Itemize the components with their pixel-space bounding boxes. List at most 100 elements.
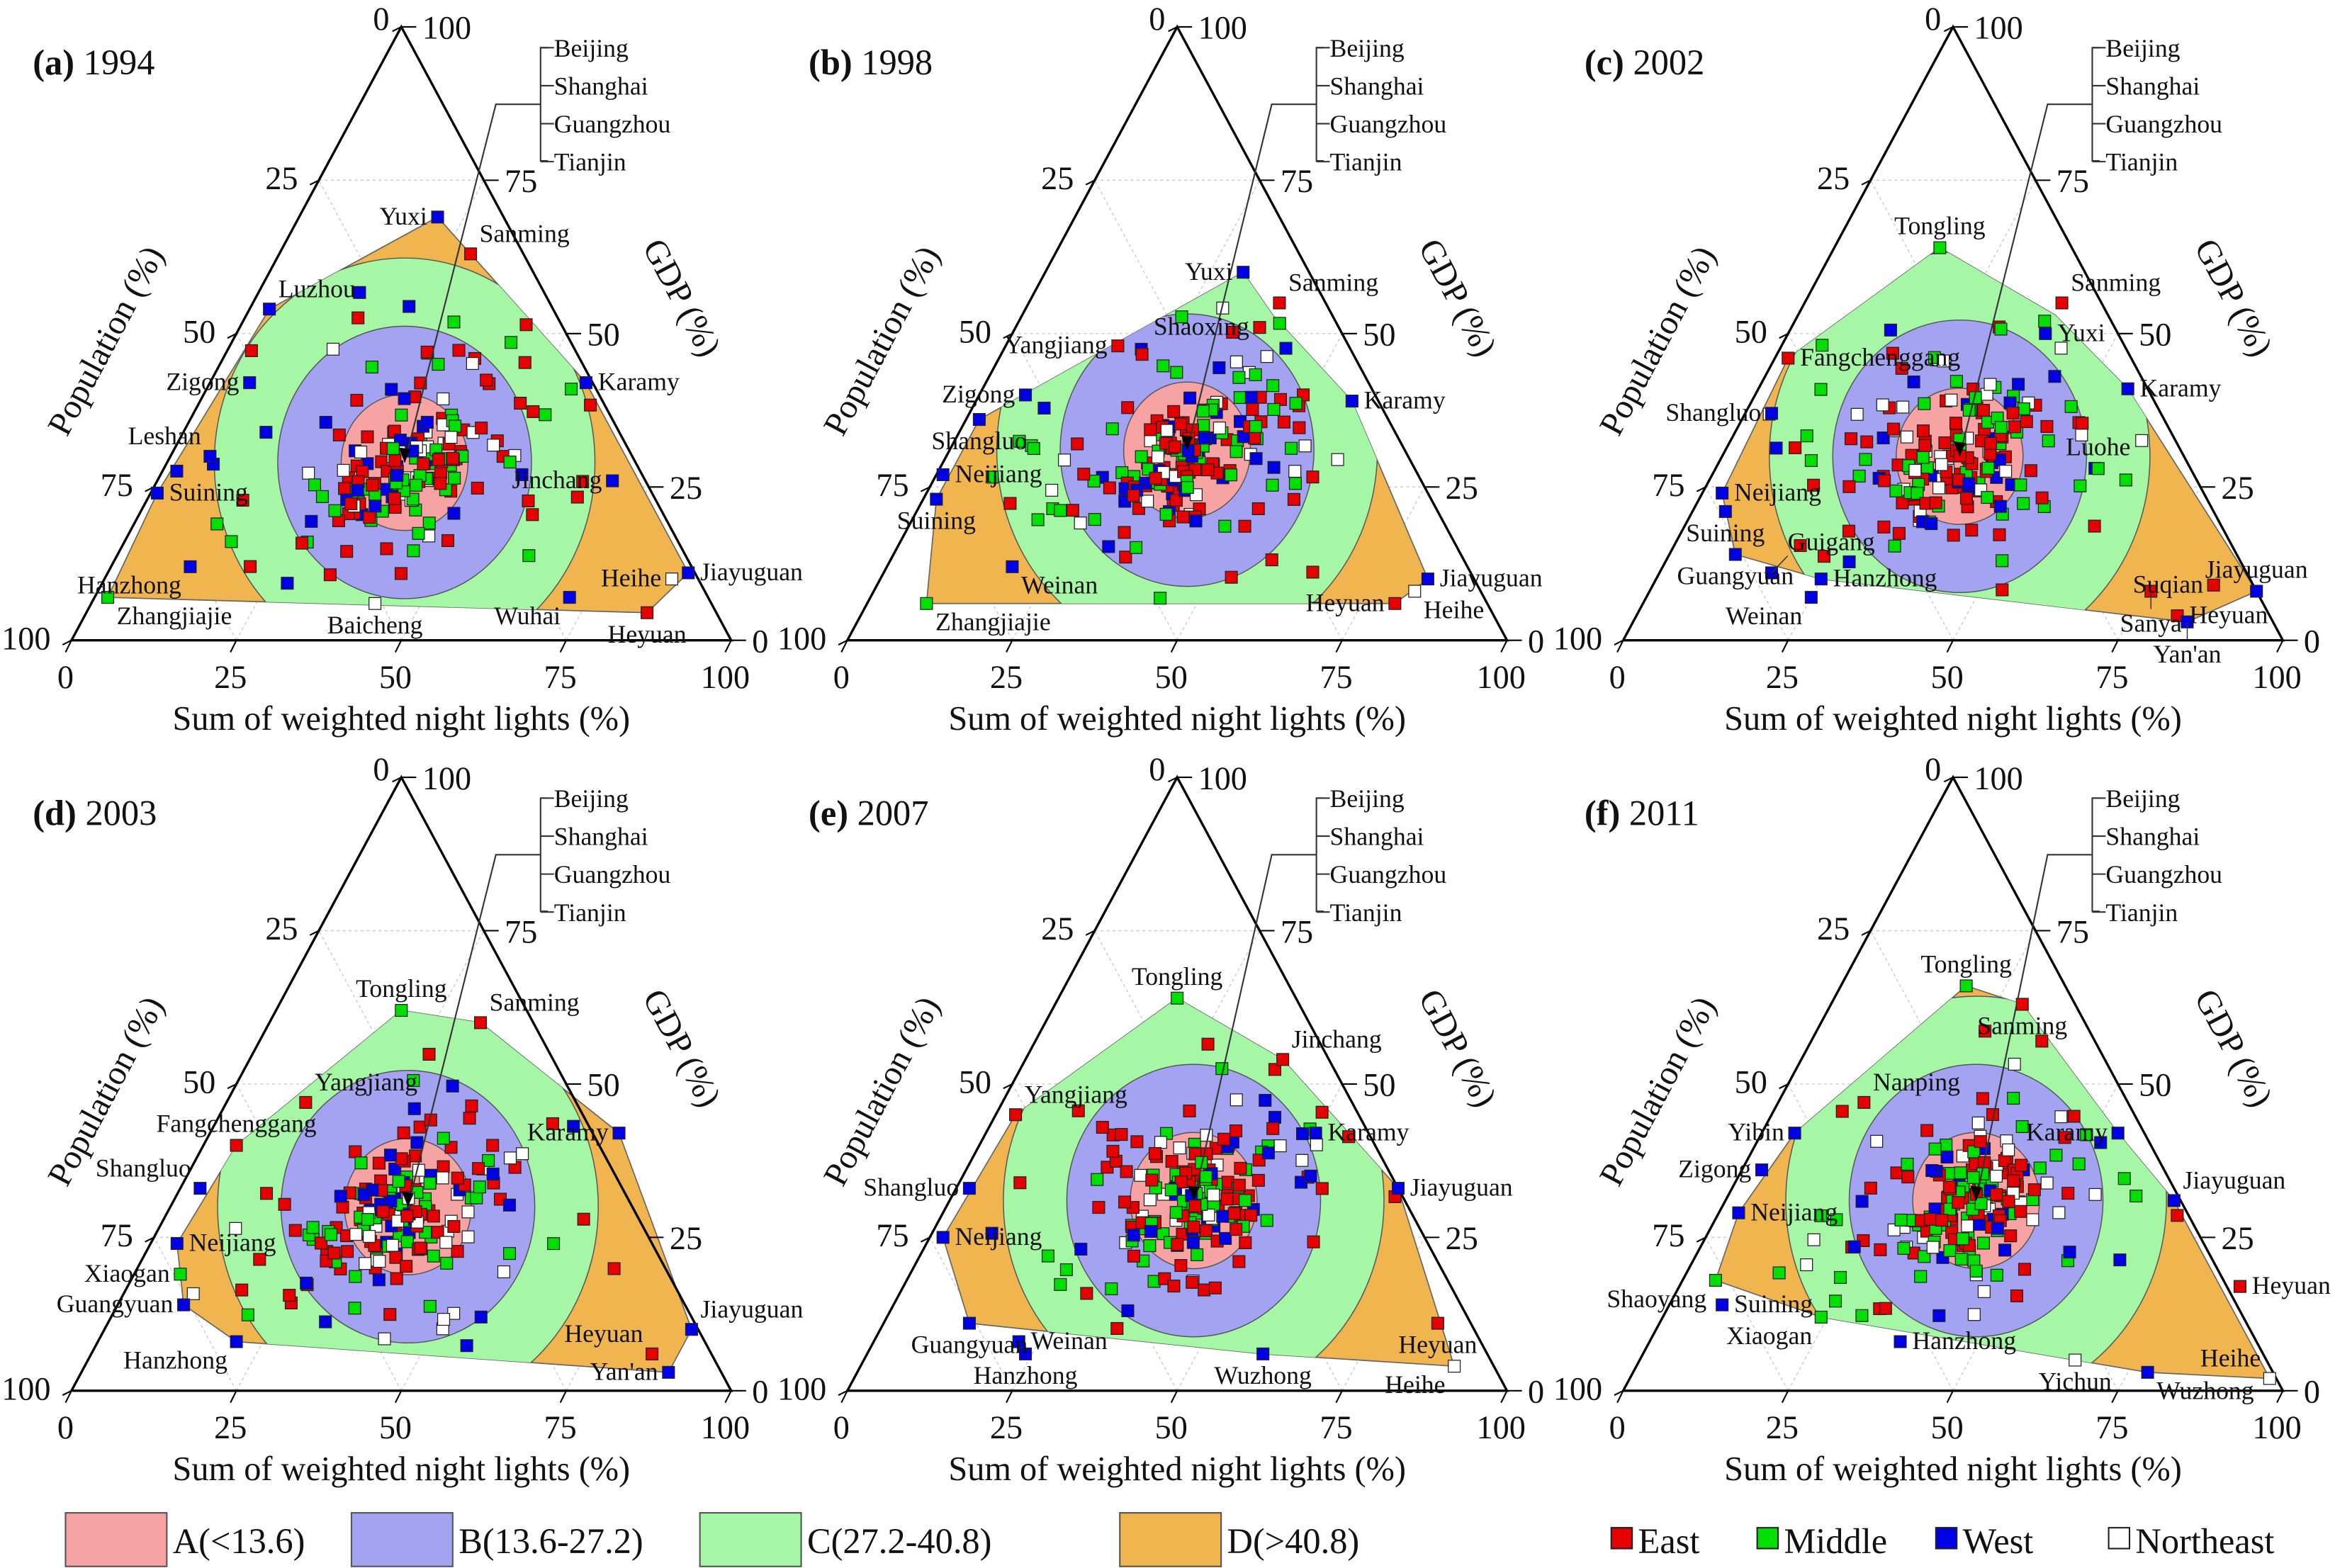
data-point-east bbox=[1307, 1235, 1320, 1248]
data-point-east bbox=[1230, 1124, 1243, 1138]
data-point-northeast bbox=[1989, 1169, 2003, 1183]
data-point-east bbox=[1306, 565, 1320, 579]
city-label: Suining bbox=[897, 507, 976, 535]
data-point-east bbox=[2015, 1158, 2028, 1172]
data-point-east bbox=[2007, 1174, 2020, 1188]
gdp-tick-label: 25 bbox=[2222, 1220, 2254, 1256]
city-label: Weinan bbox=[1031, 1326, 1108, 1355]
data-point-east bbox=[260, 1187, 274, 1200]
data-point-west bbox=[398, 392, 411, 405]
grid-line bbox=[1869, 930, 2119, 1392]
city-label: Jiayuguan bbox=[701, 1295, 804, 1323]
data-point-west bbox=[1216, 1209, 1230, 1223]
data-point-east bbox=[1947, 529, 1960, 542]
panel-letter: (b) bbox=[809, 43, 853, 82]
data-point-middle bbox=[1967, 1171, 1980, 1185]
data-point-east bbox=[1227, 1207, 1241, 1220]
gdp-tick-label: 25 bbox=[2222, 470, 2254, 506]
tick-mark bbox=[2111, 640, 2119, 653]
data-point-east bbox=[1171, 1238, 1184, 1251]
data-point-northeast bbox=[373, 1255, 386, 1268]
data-point-east bbox=[2058, 1131, 2071, 1144]
data-point-east bbox=[1230, 1223, 1243, 1236]
data-point-east bbox=[1225, 570, 1238, 584]
data-point-east bbox=[1842, 480, 1856, 493]
data-point-west bbox=[1998, 1243, 2012, 1257]
grid-line bbox=[153, 1237, 237, 1392]
panel-letter: (c) bbox=[1585, 43, 1624, 82]
legend-region-label: West bbox=[1963, 1521, 2034, 1561]
data-point-middle bbox=[427, 1249, 440, 1263]
data-point-east bbox=[1789, 441, 1802, 455]
data-point-east bbox=[1844, 432, 1858, 446]
data-point-west bbox=[372, 1273, 386, 1287]
data-point-east bbox=[332, 428, 346, 441]
data-point-west bbox=[281, 577, 294, 590]
night-lights-tick-label: 0 bbox=[57, 1409, 74, 1445]
legend-zone-label: D(>40.8) bbox=[1227, 1521, 1360, 1561]
population-tick-label: 25 bbox=[1817, 910, 1850, 947]
city-label: Heyuan bbox=[2189, 601, 2268, 629]
data-point-east bbox=[1201, 463, 1215, 477]
data-point-east bbox=[570, 490, 584, 504]
data-point-middle bbox=[1289, 397, 1302, 410]
data-point-middle bbox=[1974, 1197, 1988, 1210]
data-point-middle bbox=[1191, 1248, 1204, 1261]
data-point-east bbox=[434, 466, 448, 480]
data-point-northeast bbox=[1850, 407, 1864, 421]
city-label: Heyuan bbox=[2252, 1271, 2331, 1299]
city-point bbox=[1408, 585, 1422, 598]
tick-mark bbox=[1781, 640, 1789, 653]
city-point bbox=[1253, 321, 1266, 334]
legend-region-marker bbox=[1610, 1527, 1633, 1550]
night-lights-tick-label: 50 bbox=[379, 1409, 412, 1445]
city-point bbox=[2039, 327, 2052, 340]
data-point-middle bbox=[1169, 1206, 1183, 1219]
data-point-middle bbox=[1164, 1183, 1178, 1197]
data-point-northeast bbox=[461, 1205, 475, 1219]
data-point-east bbox=[236, 493, 249, 507]
data-point-northeast bbox=[186, 1287, 200, 1300]
center-group-city-label: Shanghai bbox=[2105, 72, 2200, 101]
legend: A(<13.6) B(13.6-27.2) C(27.2-40.8) D(>40.8)… bbox=[64, 1512, 2274, 1567]
data-point-middle bbox=[505, 336, 518, 349]
night-lights-tick-label: 75 bbox=[544, 659, 577, 695]
data-point-east bbox=[394, 567, 408, 580]
data-point-middle bbox=[1830, 1213, 1843, 1226]
data-point-east bbox=[390, 1272, 403, 1285]
data-point-east bbox=[1293, 421, 1306, 434]
data-point-middle bbox=[1143, 1239, 1157, 1253]
data-point-west bbox=[1925, 517, 1938, 531]
data-point-middle bbox=[1855, 1309, 1869, 1322]
data-point-middle bbox=[1285, 441, 1298, 455]
data-point-west bbox=[384, 1195, 398, 1208]
data-point-east bbox=[432, 453, 445, 466]
data-point-northeast bbox=[1984, 378, 1997, 391]
tick-mark bbox=[1696, 486, 1706, 492]
data-point-west bbox=[1074, 1242, 1088, 1256]
tick-mark bbox=[920, 486, 930, 492]
data-point-west bbox=[1212, 361, 1226, 375]
data-point-east bbox=[1148, 1146, 1161, 1161]
data-point-east bbox=[1096, 1120, 1109, 1134]
city-point bbox=[170, 1236, 184, 1251]
data-point-east bbox=[1165, 1155, 1178, 1168]
center-group-city-label: Guangzhou bbox=[1330, 860, 1447, 889]
panel-year: 2002 bbox=[1633, 43, 1704, 82]
night-lights-tick-label: 50 bbox=[1155, 659, 1188, 695]
data-point-west bbox=[300, 1276, 313, 1290]
data-point-east bbox=[1976, 1092, 1989, 1105]
city-label: Hanzhong bbox=[1912, 1326, 2016, 1355]
city-point bbox=[2121, 382, 2134, 395]
city-label: Yibin bbox=[1728, 1118, 1784, 1146]
data-point-west bbox=[1993, 500, 2007, 513]
ternary-panel-2003: 0 0 0 25 25 25 50 50 50 75 75 75 100 100 100 Sum of wei… bbox=[1, 751, 803, 1488]
city-label: Shangluo bbox=[96, 1154, 191, 1182]
gdp-axis-title: GDP (%) bbox=[2187, 983, 2280, 1113]
panel-title: (d) 2003 bbox=[33, 793, 157, 833]
city-point bbox=[1718, 504, 1732, 518]
data-point-northeast bbox=[1999, 465, 2013, 478]
data-point-middle bbox=[1181, 480, 1194, 494]
legend-zone-swatch bbox=[64, 1512, 168, 1567]
grid-line bbox=[318, 180, 567, 641]
